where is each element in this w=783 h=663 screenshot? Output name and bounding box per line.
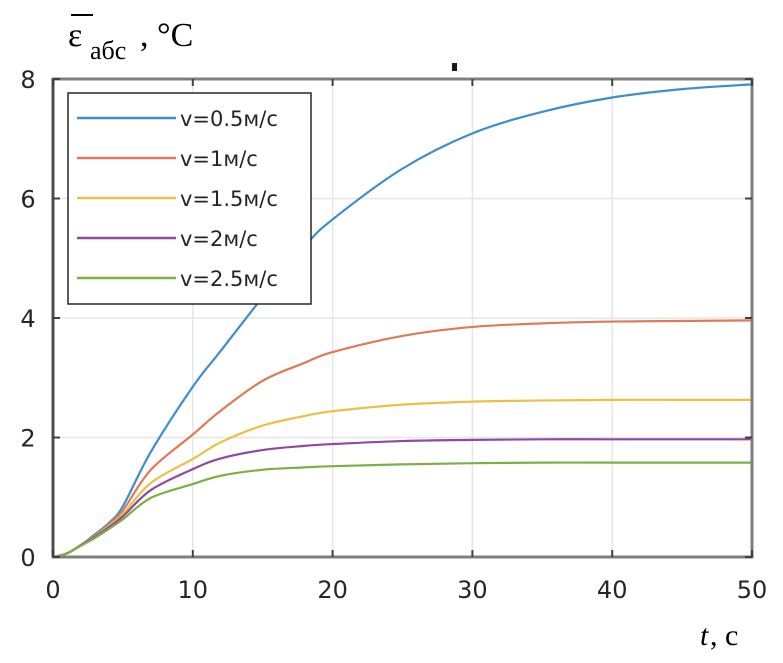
legend-label-5: v=2.5м/с bbox=[180, 267, 278, 291]
y-axis-unit: , °C bbox=[140, 17, 193, 54]
y-axis-subscript: абс bbox=[90, 36, 126, 65]
x-axis-label: t , c bbox=[700, 619, 738, 652]
y-axis-symbol: ε bbox=[68, 17, 82, 54]
legend-label-3: v=1.5м/с bbox=[180, 187, 278, 211]
x-tick-label-50: 50 bbox=[737, 576, 768, 604]
y-axis-label: ε абс , °C bbox=[68, 14, 193, 65]
y-tick-label-8: 8 bbox=[20, 66, 35, 94]
y-tick-label-4: 4 bbox=[20, 305, 35, 333]
x-tick-label-20: 20 bbox=[317, 576, 348, 604]
x-tick-label-30: 30 bbox=[457, 576, 488, 604]
y-tick-label-6: 6 bbox=[20, 186, 35, 214]
y-tick-label-0: 0 bbox=[20, 544, 35, 572]
legend-entry-5: v=2.5м/с bbox=[77, 267, 278, 291]
x-tick-label-10: 10 bbox=[178, 576, 209, 604]
legend-entry-4: v=2м/с bbox=[77, 227, 258, 251]
x-axis-symbol: t bbox=[700, 619, 709, 652]
x-tick-label-40: 40 bbox=[597, 576, 628, 604]
legend-label-4: v=2м/с bbox=[180, 227, 258, 251]
x-tick-labels: 0 10 20 30 40 50 bbox=[45, 576, 767, 604]
y-tick-label-2: 2 bbox=[20, 425, 35, 453]
legend-label-2: v=1м/с bbox=[180, 147, 258, 171]
x-axis-unit: , c bbox=[710, 619, 738, 652]
artifact-mark bbox=[452, 63, 457, 71]
legend-entry-2: v=1м/с bbox=[77, 147, 258, 171]
x-tick-label-0: 0 bbox=[45, 576, 60, 604]
axes-frame bbox=[51, 77, 754, 559]
legend: v=0.5м/с v=1м/с v=1.5м/с v=2м/с v=2.5м/с bbox=[67, 92, 312, 305]
legend-label-1: v=0.5м/с bbox=[180, 107, 278, 131]
y-tick-labels: 0 2 4 6 8 bbox=[20, 66, 35, 572]
legend-entry-3: v=1.5м/с bbox=[77, 187, 278, 211]
legend-entry-1: v=0.5м/с bbox=[77, 107, 278, 131]
